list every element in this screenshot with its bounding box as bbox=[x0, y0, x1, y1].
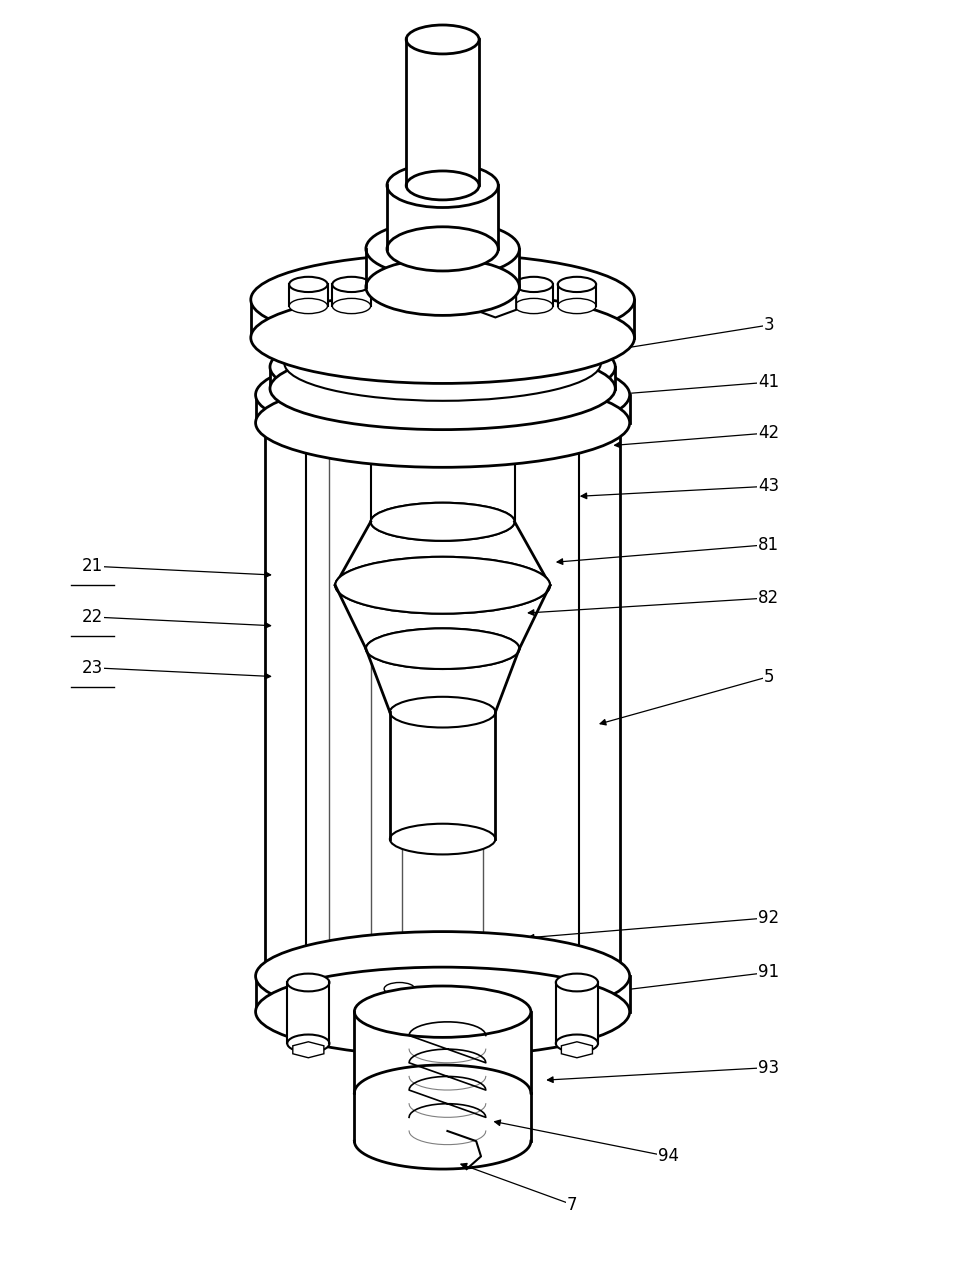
Text: 91: 91 bbox=[757, 963, 778, 981]
Ellipse shape bbox=[270, 326, 615, 408]
Bar bbox=[265, 422, 620, 988]
Ellipse shape bbox=[365, 628, 519, 669]
Text: 42: 42 bbox=[757, 424, 778, 441]
Ellipse shape bbox=[256, 931, 629, 1020]
Bar bbox=[370, 445, 514, 522]
Bar bbox=[386, 186, 498, 249]
Text: 22: 22 bbox=[82, 608, 103, 626]
Ellipse shape bbox=[256, 967, 629, 1056]
Ellipse shape bbox=[542, 368, 569, 378]
Ellipse shape bbox=[332, 299, 370, 314]
Ellipse shape bbox=[365, 220, 519, 277]
Bar bbox=[557, 285, 596, 307]
Ellipse shape bbox=[557, 277, 596, 293]
Ellipse shape bbox=[332, 277, 370, 293]
Ellipse shape bbox=[406, 170, 479, 200]
Ellipse shape bbox=[315, 368, 342, 378]
Ellipse shape bbox=[354, 986, 530, 1038]
Ellipse shape bbox=[514, 299, 553, 314]
Ellipse shape bbox=[386, 226, 498, 271]
Bar bbox=[307, 422, 579, 988]
Bar bbox=[365, 249, 519, 287]
Polygon shape bbox=[292, 1042, 324, 1058]
Ellipse shape bbox=[389, 824, 495, 855]
Text: 43: 43 bbox=[757, 477, 778, 495]
Ellipse shape bbox=[475, 281, 515, 293]
Polygon shape bbox=[365, 649, 519, 712]
Bar bbox=[284, 342, 601, 363]
Text: 94: 94 bbox=[657, 1147, 678, 1165]
Ellipse shape bbox=[265, 380, 620, 466]
Ellipse shape bbox=[514, 277, 553, 293]
Polygon shape bbox=[334, 522, 550, 585]
Bar bbox=[270, 366, 615, 388]
Ellipse shape bbox=[284, 326, 601, 401]
Ellipse shape bbox=[256, 350, 629, 439]
Bar bbox=[389, 712, 495, 840]
Bar bbox=[287, 982, 329, 1043]
Bar bbox=[354, 1011, 530, 1093]
Text: 82: 82 bbox=[757, 589, 778, 607]
Ellipse shape bbox=[365, 628, 519, 669]
Ellipse shape bbox=[307, 391, 579, 455]
Bar bbox=[256, 394, 629, 422]
Bar bbox=[555, 982, 598, 1043]
Text: 41: 41 bbox=[757, 373, 778, 392]
Ellipse shape bbox=[370, 502, 514, 541]
Polygon shape bbox=[334, 585, 550, 649]
Text: 7: 7 bbox=[566, 1196, 577, 1213]
Ellipse shape bbox=[256, 378, 629, 467]
Ellipse shape bbox=[307, 957, 579, 1021]
Bar bbox=[256, 976, 629, 1011]
Ellipse shape bbox=[555, 973, 598, 991]
Text: 5: 5 bbox=[763, 668, 774, 686]
Ellipse shape bbox=[555, 1034, 598, 1052]
Ellipse shape bbox=[270, 347, 615, 430]
Ellipse shape bbox=[334, 557, 550, 613]
Text: 92: 92 bbox=[757, 908, 778, 927]
Ellipse shape bbox=[383, 982, 414, 995]
Bar bbox=[332, 285, 370, 307]
Ellipse shape bbox=[265, 946, 620, 1032]
Ellipse shape bbox=[365, 258, 519, 315]
Bar bbox=[514, 285, 553, 307]
Polygon shape bbox=[561, 1042, 592, 1058]
Ellipse shape bbox=[287, 973, 329, 991]
Ellipse shape bbox=[406, 25, 479, 53]
Ellipse shape bbox=[334, 557, 550, 613]
Ellipse shape bbox=[389, 697, 495, 728]
Text: 93: 93 bbox=[757, 1058, 778, 1076]
Bar bbox=[289, 285, 327, 307]
Ellipse shape bbox=[289, 277, 327, 293]
Ellipse shape bbox=[251, 254, 634, 346]
Ellipse shape bbox=[557, 299, 596, 314]
Ellipse shape bbox=[370, 426, 514, 464]
Ellipse shape bbox=[287, 1034, 329, 1052]
Ellipse shape bbox=[284, 304, 601, 379]
Text: 21: 21 bbox=[82, 557, 103, 575]
Ellipse shape bbox=[440, 394, 482, 407]
Text: 3: 3 bbox=[763, 315, 774, 335]
Text: 23: 23 bbox=[82, 659, 103, 677]
Ellipse shape bbox=[389, 698, 495, 726]
Ellipse shape bbox=[251, 293, 634, 383]
Polygon shape bbox=[474, 287, 516, 318]
Bar bbox=[251, 300, 634, 338]
Ellipse shape bbox=[289, 299, 327, 314]
Text: 81: 81 bbox=[757, 536, 778, 553]
Ellipse shape bbox=[386, 163, 498, 207]
Bar bbox=[406, 39, 479, 186]
Ellipse shape bbox=[370, 502, 514, 541]
